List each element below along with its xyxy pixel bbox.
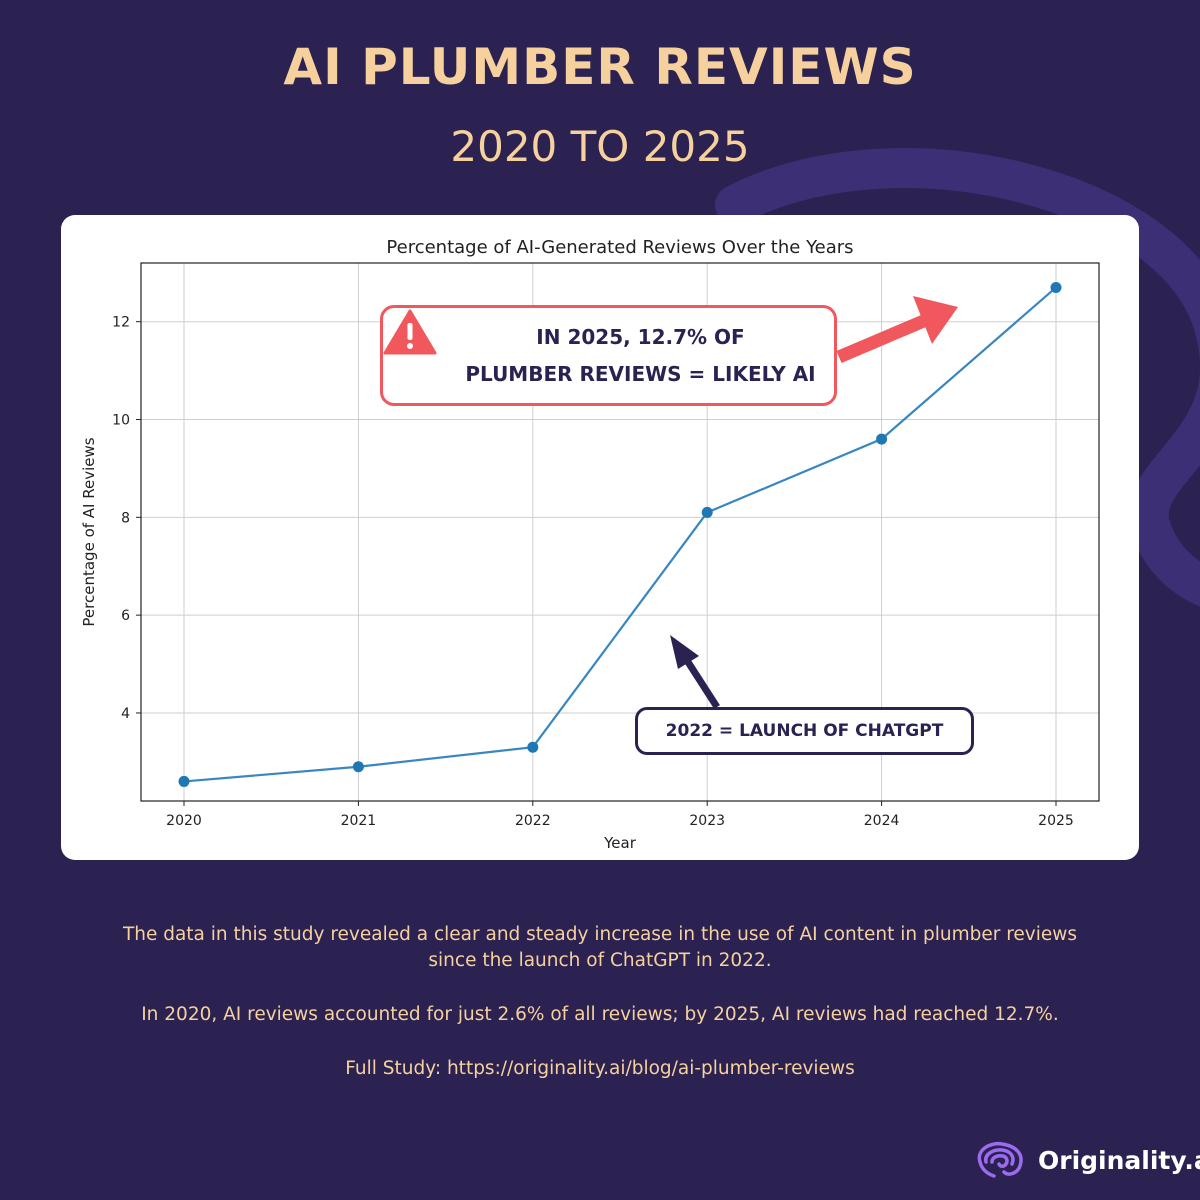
y-tick-label: 10 <box>112 413 130 429</box>
y-axis-label: Percentage of AI Reviews <box>80 437 98 626</box>
summary-line-1: The data in this study revealed a clear … <box>122 924 1078 945</box>
data-point <box>352 761 364 773</box>
stat-sentence: In 2020, AI reviews accounted for just 2… <box>141 1004 1059 1025</box>
data-point <box>876 433 888 445</box>
brand-name: Originality.ai <box>1038 1145 1200 1175</box>
page-title: AI PLUMBER REVIEWS <box>283 38 917 96</box>
data-point <box>178 775 190 787</box>
dark-arrow-head <box>670 635 699 669</box>
data-point <box>1050 281 1062 293</box>
chatgpt-callout: 2022 = LAUNCH OF CHATGPT <box>635 707 974 755</box>
x-tick-label: 2024 <box>864 813 900 829</box>
brand-logo: Originality.ai <box>974 1140 1200 1180</box>
data-point <box>701 506 713 518</box>
chart-title: Percentage of AI-Generated Reviews Over … <box>386 237 853 258</box>
summary-line-2: since the launch of ChatGPT in 2022. <box>428 950 772 971</box>
y-tick-label: 8 <box>121 510 130 526</box>
x-tick-label: 2020 <box>166 813 202 829</box>
red-arrow-head <box>913 296 958 344</box>
y-tick-label: 4 <box>121 706 130 722</box>
series-line <box>183 286 1057 783</box>
stat-callout: IN 2025, 12.7% OF PLUMBER REVIEWS = LIKE… <box>380 305 837 406</box>
study-link[interactable]: Full Study: https://originality.ai/blog/… <box>345 1058 855 1079</box>
x-axis-label: Year <box>603 834 637 852</box>
summary-paragraph: The data in this study revealed a clear … <box>0 922 1200 974</box>
page-subtitle: 2020 TO 2025 <box>450 122 750 171</box>
y-tick-label: 12 <box>112 315 130 331</box>
warning-icon <box>383 309 437 355</box>
x-tick-label: 2021 <box>341 813 377 829</box>
chart-card: 2020 2021 2022 2023 2024 2025 4 6 8 10 12 Percentag… <box>61 215 1139 860</box>
dark-arrow-shaft <box>685 660 720 709</box>
x-tick-label: 2023 <box>689 813 725 829</box>
x-tick-label: 2025 <box>1038 813 1074 829</box>
data-point <box>527 741 539 753</box>
brain-icon <box>977 1141 1023 1178</box>
y-tick-label: 6 <box>121 608 130 624</box>
red-arrow-shaft <box>836 314 929 363</box>
plot-frame <box>140 262 1100 802</box>
stat-callout-line2: PLUMBER REVIEWS = LIKELY AI <box>465 361 816 386</box>
stat-callout-line1: IN 2025, 12.7% OF <box>536 324 745 349</box>
x-tick-label: 2022 <box>515 813 551 829</box>
